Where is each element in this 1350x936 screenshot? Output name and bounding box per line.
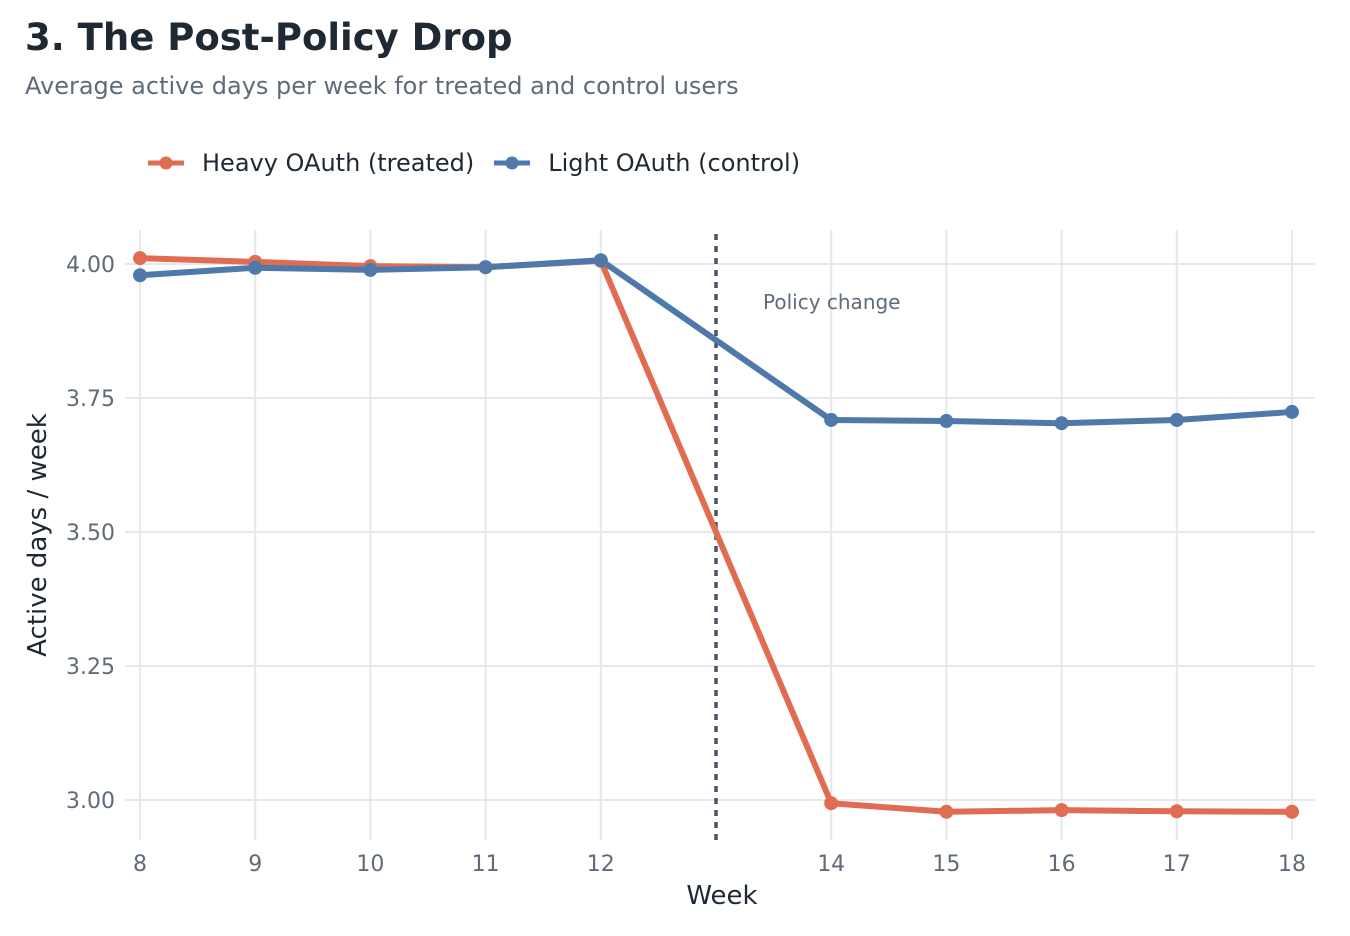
series-line-control [139, 257, 1293, 427]
y-axis-label: Active days / week [23, 413, 53, 657]
x-tick-label: 17 [1163, 852, 1191, 877]
data-point-treated [1169, 804, 1184, 819]
y-tick-label: 3.00 [66, 789, 115, 814]
x-tick-label: 9 [248, 852, 262, 877]
data-point-treated [824, 796, 839, 811]
legend-item-treated: Heavy OAuth (treated) [148, 148, 474, 178]
legend-key-control [494, 156, 531, 170]
x-tick-label: 18 [1278, 852, 1306, 877]
x-tick-label: 16 [1048, 852, 1076, 877]
data-point-control [133, 268, 147, 283]
legend-key-treated [148, 156, 184, 170]
x-tick-label: 10 [356, 852, 384, 877]
data-point-treated [133, 251, 147, 266]
data-point-treated [1054, 803, 1069, 818]
data-point-control [593, 253, 608, 268]
data-point-control [248, 260, 263, 275]
y-tick-label: 3.75 [66, 387, 115, 412]
data-point-control [1285, 404, 1299, 419]
data-point-control [363, 262, 378, 277]
data-point-treated [939, 804, 954, 819]
x-tick-label: 8 [133, 852, 147, 877]
x-tick-label: 15 [932, 852, 960, 877]
legend: Heavy OAuth (treated) Light OAuth (contr… [148, 148, 820, 178]
data-point-treated [1285, 804, 1299, 819]
chart-subtitle: Average active days per week for treated… [25, 72, 739, 100]
data-point-control [939, 414, 954, 429]
series-line-treated [139, 255, 1293, 815]
x-tick-label: 11 [472, 852, 500, 877]
legend-label-treated: Heavy OAuth (treated) [202, 149, 475, 177]
y-tick-label: 3.50 [66, 521, 115, 546]
data-point-control [1169, 412, 1184, 427]
chart-title: 3. The Post-Policy Drop [25, 16, 513, 59]
x-tick-label: 14 [817, 852, 845, 877]
x-tick-label: 12 [587, 852, 615, 877]
legend-label-control: Light OAuth (control) [548, 149, 801, 177]
y-tick-label: 4.00 [66, 253, 115, 278]
data-point-control [478, 260, 493, 275]
data-point-control [1054, 416, 1069, 431]
policy-change-label: Policy change [763, 290, 901, 314]
y-tick-label: 3.25 [66, 655, 115, 680]
legend-item-control: Light OAuth (control) [494, 148, 800, 178]
x-axis-label: Week [686, 881, 757, 911]
data-point-control [824, 412, 839, 427]
